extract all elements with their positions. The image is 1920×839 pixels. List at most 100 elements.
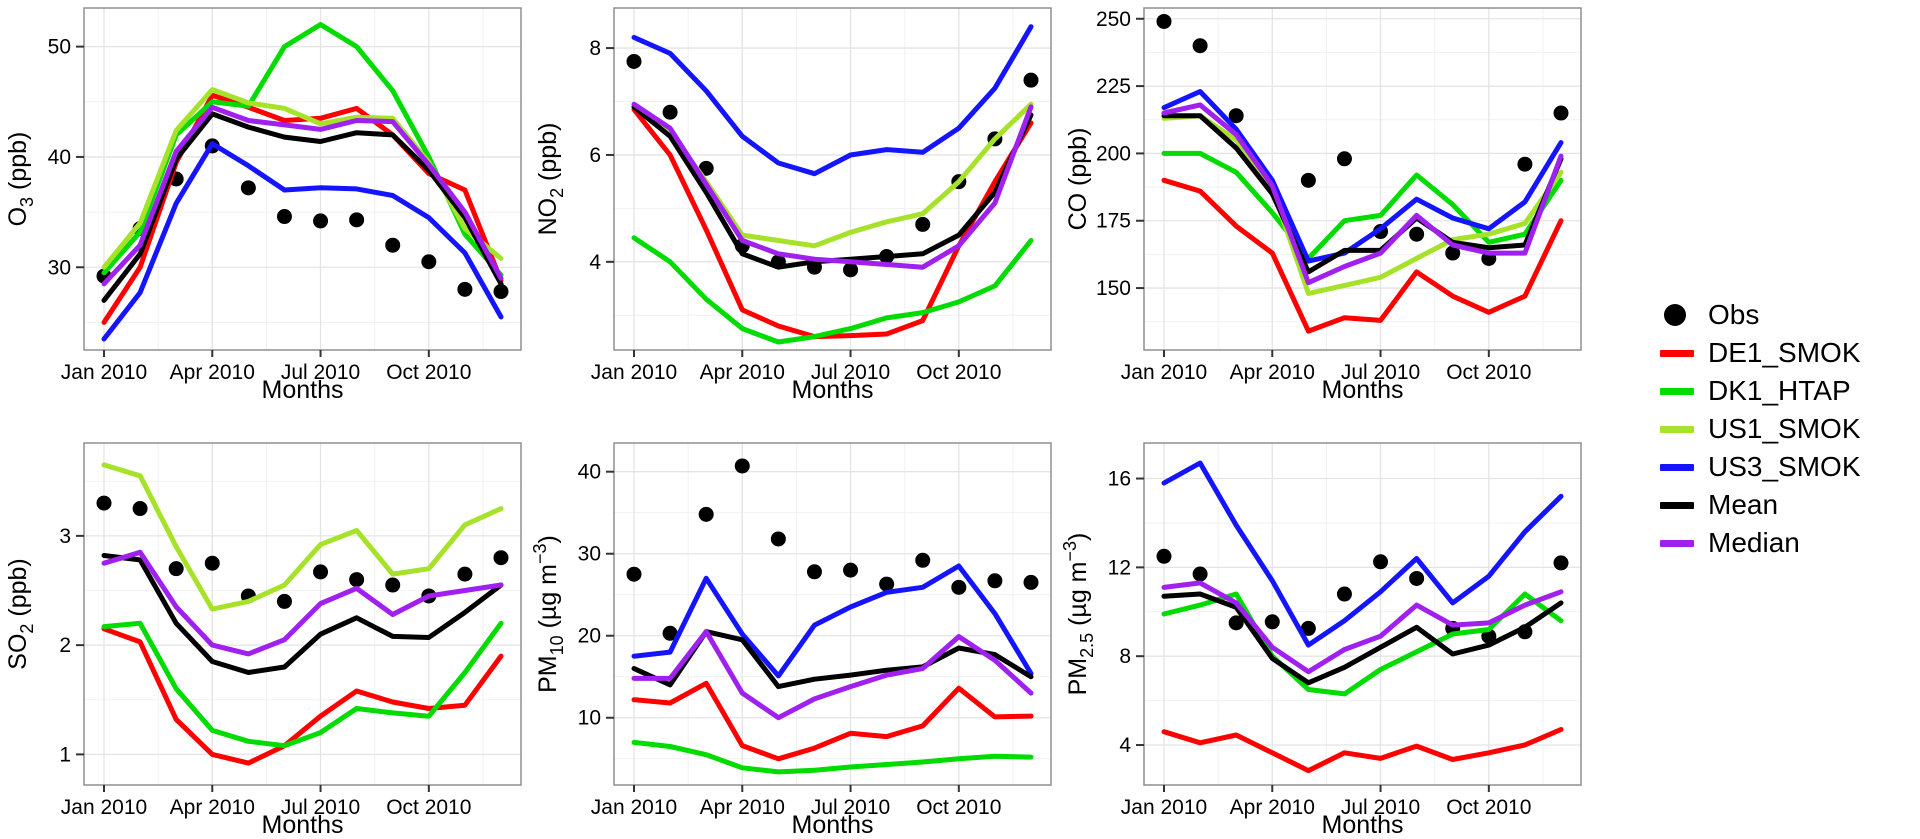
obs-point — [915, 216, 931, 232]
x-tick-label: Apr 2010 — [1230, 361, 1315, 384]
legend: Obs DE1_SMOK DK1_HTAP US1_SMOK US3_SMOK Mean M… — [1660, 296, 1861, 562]
series-line-Mean — [101, 553, 504, 675]
obs-point — [349, 212, 365, 228]
chart-co: Jan 2010 Apr 2010 Jul 2010 Oct 2010 150 175 20… — [1064, 7, 1582, 404]
obs-point — [385, 237, 401, 253]
y-tick-label: 3 — [59, 525, 71, 548]
y-tick-label: 8 — [1119, 645, 1131, 668]
series-line-DE1_SMOK — [1161, 727, 1564, 774]
y-tick-label: 40 — [578, 461, 601, 484]
panel-border — [83, 442, 522, 786]
series-line-Median — [631, 629, 1034, 721]
legend-label: US3_SMOK — [1708, 451, 1861, 482]
series-line-Median — [1161, 580, 1564, 675]
chart-cell-so2: Jan 2010 Apr 2010 Jul 2010 Oct 2010 1 2 3 Month… — [0, 437, 530, 839]
obs-point — [204, 555, 220, 571]
legend-item-obs: Obs — [1660, 296, 1861, 334]
x-tick-label: Oct 2010 — [916, 796, 1001, 819]
x-tick-label: Oct 2010 — [1446, 796, 1531, 819]
y-axis-title: PM2.5 (µg m−3) — [1060, 533, 1097, 696]
x-tick-label: Jan 2010 — [591, 361, 677, 384]
y-tick-label: 10 — [578, 707, 601, 730]
x-tick-label: Apr 2010 — [700, 361, 785, 384]
legend-obs-dot-icon — [1660, 304, 1708, 326]
obs-point — [1192, 566, 1208, 582]
obs-point — [1156, 13, 1172, 29]
series-line-US1_SMOK — [1161, 113, 1564, 296]
obs-point — [662, 104, 678, 120]
x-tick-label: Oct 2010 — [1446, 361, 1531, 384]
swatch-color — [1660, 463, 1694, 471]
panel-background — [84, 8, 521, 350]
series-line-US3_SMOK — [631, 24, 1034, 177]
series-line-US3_SMOK — [631, 563, 1034, 679]
series-line-DK1_HTAP — [631, 235, 1034, 345]
obs-point — [1192, 38, 1208, 54]
legend-item-de1_smok: DE1_SMOK — [1660, 334, 1861, 372]
x-tick-label: Jan 2010 — [61, 361, 147, 384]
y-tick-label: 6 — [589, 144, 601, 167]
panel-border — [613, 7, 1052, 351]
y-axis-title: CO (ppb) — [1064, 128, 1092, 231]
legend-item-median: Median — [1660, 524, 1861, 562]
legend-label: Median — [1708, 527, 1800, 558]
legend-label: DE1_SMOK — [1708, 337, 1861, 368]
obs-point — [1300, 620, 1316, 636]
obs-point — [626, 53, 642, 69]
obs-point — [1553, 105, 1569, 121]
legend-item-mean: Mean — [1660, 486, 1861, 524]
chart-pm25: Jan 2010 Apr 2010 Jul 2010 Oct 2010 4 8 12 16 Mo… — [1060, 442, 1582, 839]
obs-point — [421, 254, 437, 270]
swatch-color — [1664, 304, 1686, 326]
obs-point — [698, 160, 714, 176]
obs-point — [770, 531, 786, 547]
series-line-DK1_HTAP — [101, 620, 504, 749]
x-tick-label: Oct 2010 — [916, 361, 1001, 384]
series-line-Median — [101, 104, 504, 287]
obs-point — [734, 458, 750, 474]
obs-point — [1517, 156, 1533, 172]
chart-cell-o3: Jan 2010 Apr 2010 Jul 2010 Oct 2010 30 40 50 Mo… — [0, 2, 530, 404]
y-tick-label: 200 — [1096, 142, 1131, 165]
obs-point — [276, 209, 292, 225]
chart-cell-co: Jan 2010 Apr 2010 Jul 2010 Oct 2010 150 175 20… — [1060, 2, 1590, 404]
x-tick-label: Jul 2010 — [811, 796, 890, 819]
y-axis-title: PM10 (µg m−3) — [530, 535, 567, 693]
x-tick-label: Jan 2010 — [591, 796, 677, 819]
obs-point — [313, 213, 329, 229]
legend-item-us1_smok: US1_SMOK — [1660, 410, 1861, 448]
y-tick-label: 1 — [59, 743, 71, 766]
legend-line-swatch-mean — [1660, 501, 1708, 509]
x-axis-title: Months — [1322, 376, 1404, 404]
obs-point — [1445, 245, 1461, 261]
x-tick-label: Apr 2010 — [700, 796, 785, 819]
x-tick-label: Apr 2010 — [170, 796, 255, 819]
obs-point — [349, 572, 365, 588]
obs-point — [1373, 554, 1389, 570]
y-axis-title: O3 (ppb) — [4, 132, 37, 227]
legend-line-swatch-median — [1660, 539, 1708, 547]
panel-border — [1143, 442, 1582, 786]
legend-label: Obs — [1708, 299, 1760, 330]
y-tick-label: 16 — [1108, 468, 1131, 491]
y-tick-label: 40 — [48, 146, 71, 169]
y-tick-label: 175 — [1096, 210, 1131, 233]
panel-border — [613, 442, 1052, 786]
obs-point — [806, 564, 822, 580]
x-tick-label: Apr 2010 — [1230, 796, 1315, 819]
x-tick-label: Apr 2010 — [170, 361, 255, 384]
series-line-US3_SMOK — [1161, 460, 1564, 648]
series-line-US1_SMOK — [101, 462, 504, 612]
x-axis-title: Months — [262, 811, 344, 839]
obs-point — [240, 180, 256, 196]
obs-point — [1336, 151, 1352, 167]
legend-label: Mean — [1708, 489, 1779, 520]
obs-point — [843, 562, 859, 578]
x-axis-title: Months — [792, 376, 874, 404]
series-line-Mean — [101, 111, 504, 303]
x-tick-label: Jan 2010 — [1121, 361, 1207, 384]
chart-cell-pm10: Jan 2010 Apr 2010 Jul 2010 Oct 2010 10 20 30 40… — [530, 437, 1060, 839]
panel-border — [83, 7, 522, 351]
swatch-color — [1660, 501, 1694, 509]
